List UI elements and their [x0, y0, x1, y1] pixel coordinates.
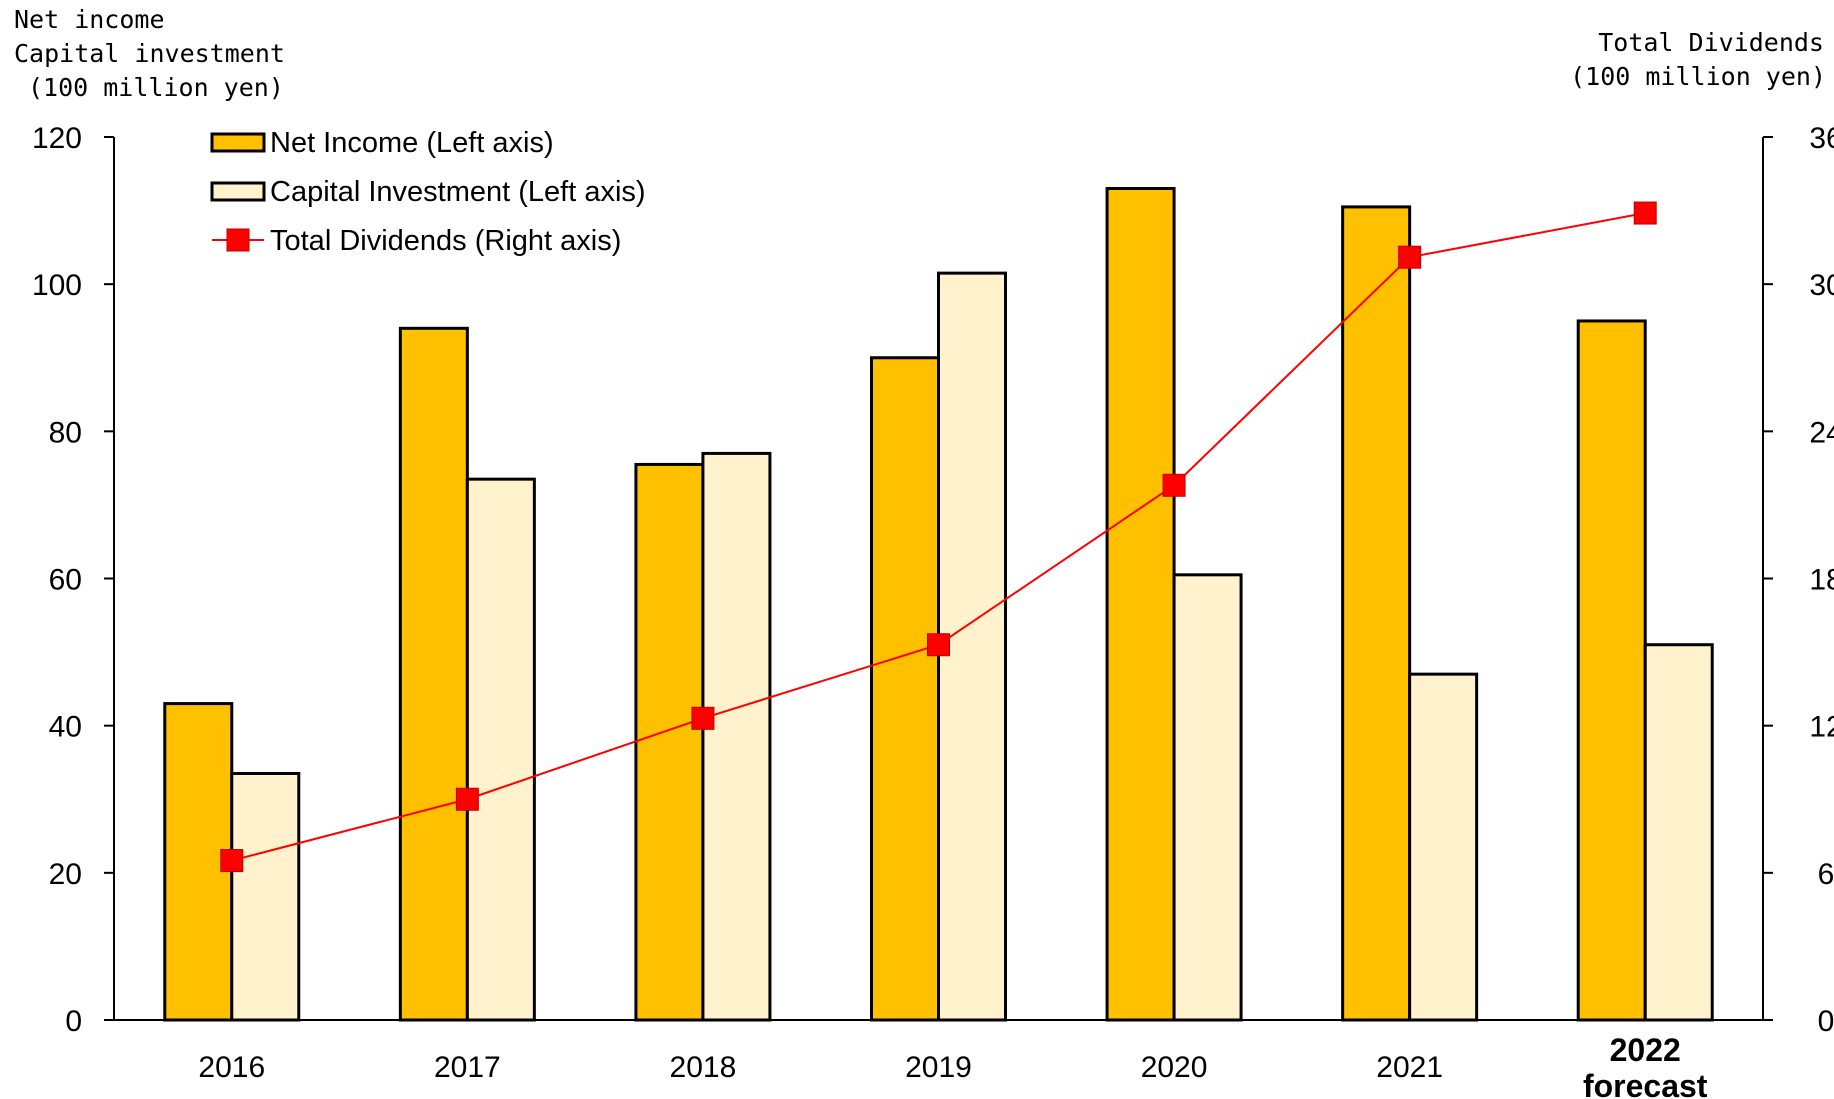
category-label-2016: 2016: [198, 1051, 265, 1084]
bar-capital-investment-2018: [701, 451, 772, 1022]
legend-label: Net Income (Left axis): [270, 127, 554, 159]
category-label-2020: 2020: [1141, 1051, 1208, 1084]
category-label-2019: 2019: [905, 1051, 972, 1084]
right-tick-label: 6: [1818, 858, 1834, 891]
category-sublabel-2022: forecast: [1583, 1068, 1708, 1099]
right-tick-label: 30: [1809, 269, 1834, 302]
left-tick-label: 20: [49, 858, 82, 891]
dividends-point-2018: [691, 706, 715, 730]
left-tick-label: 100: [32, 269, 82, 302]
left-axis-title-line1: Net income: [14, 5, 165, 34]
bar-capital-investment-2022: [1643, 643, 1714, 1022]
right-tick-label: 24: [1809, 416, 1834, 449]
dividends-point-2022: [1633, 201, 1657, 225]
legend-label: Total Dividends (Right axis): [270, 225, 621, 257]
left-axis-title-line3: (100 million yen): [28, 73, 284, 102]
bar-capital-investment-2017: [465, 477, 536, 1022]
bars: [163, 187, 1714, 1022]
right-tick-label: 12: [1809, 711, 1834, 744]
bar-capital-investment-2021: [1408, 672, 1479, 1022]
category-label-2022: 2022: [1610, 1032, 1681, 1068]
bar-capital-investment-2020: [1172, 573, 1243, 1022]
bar-net-income-2022: [1576, 319, 1647, 1022]
dividends-point-2020: [1162, 473, 1186, 497]
category-label-2021: 2021: [1376, 1051, 1443, 1084]
legend-swatch-capital-investment: [210, 181, 266, 202]
left-axis-title-line2: Capital investment: [14, 39, 285, 68]
left-tick-label: 40: [49, 711, 82, 744]
bar-net-income-2017: [398, 326, 469, 1022]
right-tick-label: 36: [1809, 122, 1834, 155]
left-tick-label: 80: [49, 416, 82, 449]
right-tick-label: 18: [1809, 564, 1834, 597]
dividends-point-2016: [220, 849, 244, 873]
dividends-point-2021: [1398, 245, 1422, 269]
bar-capital-investment-2016: [230, 771, 301, 1022]
left-tick-label: 60: [49, 564, 82, 597]
dividends-point-2019: [927, 633, 950, 657]
left-tick-label: 120: [32, 122, 82, 155]
dividends-point-2017: [455, 787, 479, 811]
bar-net-income-2020: [1105, 187, 1176, 1022]
right-tick-label: 0: [1818, 1005, 1834, 1038]
bar-net-income-2021: [1341, 205, 1412, 1022]
category-label-2018: 2018: [670, 1051, 737, 1084]
legend-swatch-net-income: [210, 132, 266, 153]
legend-swatch-dividends-marker: [226, 228, 250, 252]
legend-label: Capital Investment (Left axis): [270, 176, 646, 208]
bar-net-income-2019: [870, 356, 940, 1022]
bar-net-income-2018: [634, 462, 705, 1022]
category-label-2017: 2017: [434, 1051, 501, 1084]
legend: Net Income (Left axis) Capital Investment…: [210, 127, 646, 257]
left-tick-label: 0: [65, 1005, 82, 1038]
dividends-line: [220, 201, 1657, 873]
right-axis-title-line2: (100 million yen): [1570, 62, 1826, 91]
axes: 0 20 40 60 80 100 120 0 6 12 18 24 30 36: [32, 122, 1834, 1038]
right-axis-title-line1: Total Dividends: [1598, 28, 1824, 57]
